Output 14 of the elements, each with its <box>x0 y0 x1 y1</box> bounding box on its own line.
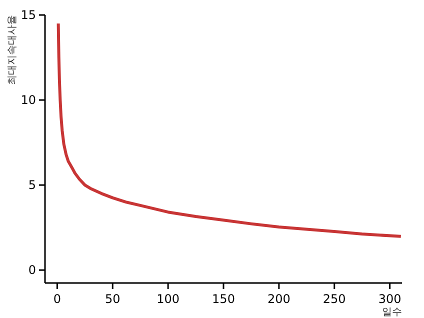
y-axis-title: 최대지속대사율 <box>7 15 18 85</box>
y-tick-label: 10 <box>20 93 36 108</box>
x-tick-label: 0 <box>53 292 62 306</box>
x-axis-title: 일수 <box>382 307 402 318</box>
x-tick-label: 200 <box>267 292 290 306</box>
x-tick-label: 250 <box>322 292 346 306</box>
y-tick-label: 15 <box>20 8 36 22</box>
x-tick-label: 50 <box>104 292 120 306</box>
line-series <box>56 22 402 238</box>
x-tick-label: 100 <box>156 292 180 306</box>
x-tick-label: 150 <box>212 292 235 306</box>
x-tick-label: 300 <box>378 292 402 306</box>
y-tick-label: 0 <box>28 263 36 278</box>
y-tick-label: 5 <box>28 178 36 192</box>
